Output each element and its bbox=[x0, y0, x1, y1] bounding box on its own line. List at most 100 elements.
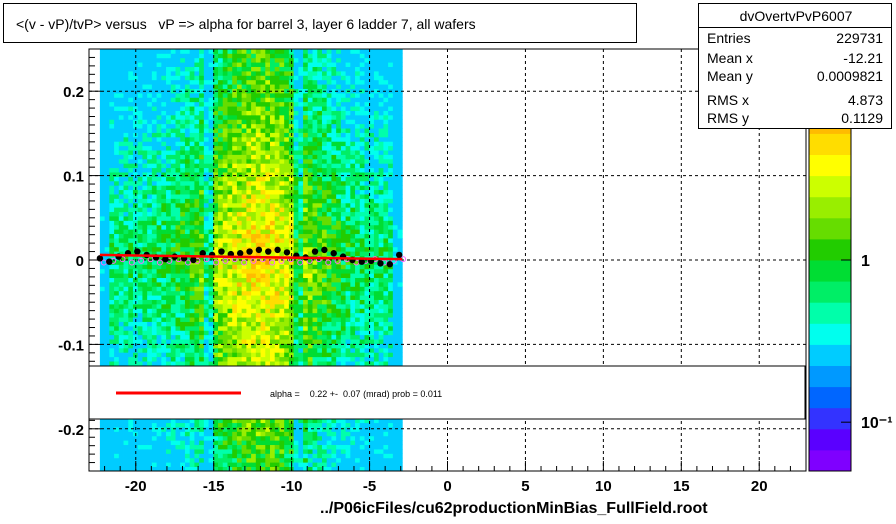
heatmap-cell bbox=[326, 198, 332, 204]
heatmap-cell bbox=[118, 238, 124, 243]
heatmap-cell bbox=[170, 62, 176, 67]
heatmap-cell bbox=[156, 66, 162, 72]
heatmap-cell bbox=[312, 114, 318, 120]
heatmap-cell bbox=[326, 233, 332, 239]
heatmap-cell bbox=[147, 202, 153, 208]
heatmap-cell bbox=[114, 290, 120, 296]
heatmap-cell bbox=[166, 273, 172, 278]
heatmap-cell bbox=[222, 101, 228, 107]
heatmap-cell bbox=[128, 268, 134, 274]
heatmap-cell bbox=[246, 457, 252, 463]
heatmap-cell bbox=[203, 361, 209, 366]
heatmap-cell bbox=[218, 453, 224, 459]
heatmap-cell bbox=[166, 457, 172, 463]
heatmap-cell bbox=[132, 189, 139, 195]
heatmap-cell bbox=[218, 62, 224, 67]
heatmap-cell bbox=[284, 150, 290, 155]
heatmap-cell bbox=[132, 238, 139, 243]
heatmap-cell bbox=[156, 194, 162, 199]
heatmap-cell bbox=[147, 440, 153, 446]
heatmap-cell bbox=[104, 57, 110, 63]
heatmap-cell bbox=[180, 444, 186, 450]
heatmap-cell bbox=[147, 431, 153, 437]
heatmap-cell bbox=[284, 88, 290, 94]
heatmap-cell bbox=[307, 220, 313, 226]
heatmap-cell bbox=[218, 352, 224, 358]
heatmap-cell bbox=[284, 457, 290, 463]
heatmap-cell bbox=[114, 295, 120, 300]
heatmap-cell bbox=[284, 356, 290, 362]
heatmap-cell bbox=[156, 242, 162, 248]
heatmap-cell bbox=[251, 176, 257, 182]
heatmap-cell bbox=[123, 440, 129, 446]
heatmap-cell bbox=[303, 229, 309, 235]
heatmap-cell bbox=[147, 457, 153, 463]
heatmap-cell bbox=[251, 119, 257, 125]
heatmap-cell bbox=[251, 211, 257, 217]
heatmap-cell bbox=[184, 62, 191, 67]
heatmap-cell bbox=[194, 185, 200, 191]
heatmap-cell bbox=[279, 312, 285, 318]
heatmap-cell bbox=[194, 422, 200, 428]
heatmap-cell bbox=[109, 251, 115, 257]
heatmap-cell bbox=[156, 290, 162, 296]
heatmap-cell bbox=[303, 444, 309, 450]
heatmap-cell bbox=[293, 277, 299, 283]
heatmap-cell bbox=[132, 207, 139, 213]
heatmap-cell bbox=[260, 449, 266, 454]
heatmap-cell bbox=[232, 295, 238, 300]
heatmap-cell bbox=[331, 264, 337, 270]
heatmap-cell bbox=[326, 321, 332, 327]
heatmap-cell bbox=[326, 128, 332, 133]
heatmap-cell bbox=[203, 128, 209, 133]
heatmap-cell bbox=[180, 88, 186, 94]
heatmap-cell bbox=[331, 75, 337, 81]
heatmap-cell bbox=[227, 158, 233, 164]
heatmap-cell bbox=[175, 189, 181, 195]
heatmap-cell bbox=[161, 330, 167, 336]
heatmap-cell bbox=[288, 123, 295, 129]
heatmap-cell bbox=[321, 114, 328, 120]
heatmap-cell bbox=[260, 251, 266, 257]
heatmap-cell bbox=[265, 194, 271, 199]
heatmap-cell bbox=[307, 97, 313, 103]
heatmap-cell bbox=[298, 75, 304, 81]
heatmap-cell bbox=[265, 290, 271, 296]
heatmap-cell bbox=[312, 216, 318, 221]
heatmap-cell bbox=[180, 312, 186, 318]
heatmap-cell bbox=[270, 321, 276, 327]
heatmap-cell bbox=[147, 268, 153, 274]
heatmap-cell bbox=[184, 167, 191, 173]
heatmap-cell bbox=[199, 106, 205, 111]
heatmap-cell bbox=[184, 70, 191, 76]
heatmap-cell bbox=[161, 216, 167, 221]
heatmap-cell bbox=[336, 150, 342, 155]
heatmap-cell bbox=[114, 321, 120, 327]
heatmap-cell bbox=[189, 180, 195, 186]
heatmap-cell bbox=[303, 207, 309, 213]
heatmap-cell bbox=[166, 194, 172, 199]
heatmap-cell bbox=[147, 136, 153, 142]
heatmap-cell bbox=[265, 242, 271, 248]
heatmap-cell bbox=[312, 198, 318, 204]
heatmap-cell bbox=[246, 343, 252, 349]
heatmap-cell bbox=[104, 352, 110, 358]
heatmap-cell bbox=[321, 233, 328, 239]
heatmap-cell bbox=[246, 136, 252, 142]
heatmap-cell bbox=[284, 435, 290, 441]
heatmap-cell bbox=[251, 339, 257, 344]
heatmap-cell bbox=[317, 238, 323, 243]
heatmap-cell bbox=[288, 457, 295, 463]
heatmap-cell bbox=[321, 457, 328, 463]
heatmap-cell bbox=[321, 299, 328, 305]
heatmap-cell bbox=[336, 268, 342, 274]
heatmap-cell bbox=[232, 198, 238, 204]
heatmap-cell bbox=[293, 211, 299, 217]
heatmap-cell bbox=[241, 317, 247, 322]
heatmap-cell bbox=[293, 224, 299, 230]
heatmap-cell bbox=[175, 110, 181, 116]
heatmap-cell bbox=[142, 119, 148, 125]
heatmap-cell bbox=[104, 158, 110, 164]
heatmap-cell bbox=[184, 132, 191, 138]
heatmap-cell bbox=[227, 440, 233, 446]
